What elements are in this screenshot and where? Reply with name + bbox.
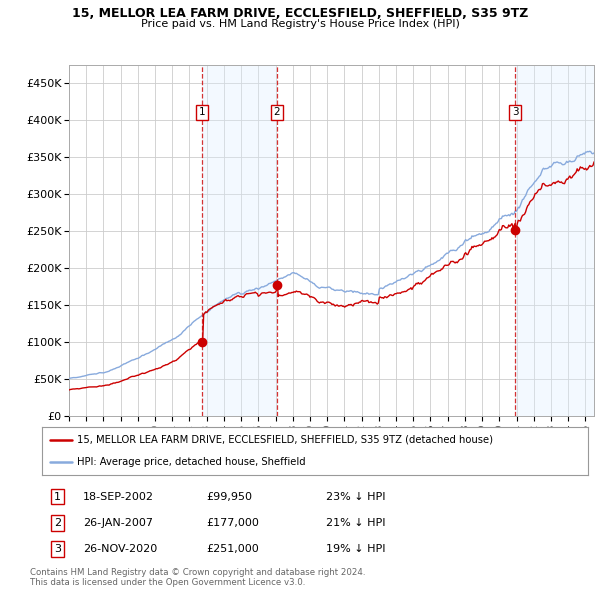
Bar (202, 65, 277, 416)
Text: 2: 2 (54, 518, 61, 527)
Text: 2: 2 (274, 107, 280, 117)
Text: 3: 3 (54, 544, 61, 554)
Text: 23% ↓ HPI: 23% ↓ HPI (326, 491, 385, 502)
Text: Price paid vs. HM Land Registry's House Price Index (HPI): Price paid vs. HM Land Registry's House … (140, 19, 460, 30)
Text: Contains HM Land Registry data © Crown copyright and database right 2024.
This d: Contains HM Land Registry data © Crown c… (30, 568, 365, 587)
Bar (515, 65, 594, 416)
Text: 19% ↓ HPI: 19% ↓ HPI (326, 544, 385, 554)
Text: £99,950: £99,950 (206, 491, 252, 502)
Text: £251,000: £251,000 (206, 544, 259, 554)
Text: 15, MELLOR LEA FARM DRIVE, ECCLESFIELD, SHEFFIELD, S35 9TZ: 15, MELLOR LEA FARM DRIVE, ECCLESFIELD, … (72, 7, 528, 20)
Text: HPI: Average price, detached house, Sheffield: HPI: Average price, detached house, Shef… (77, 457, 306, 467)
Text: 1: 1 (54, 491, 61, 502)
Text: 3: 3 (512, 107, 518, 117)
Text: 26-NOV-2020: 26-NOV-2020 (83, 544, 157, 554)
Text: 18-SEP-2002: 18-SEP-2002 (83, 491, 154, 502)
Text: 21% ↓ HPI: 21% ↓ HPI (326, 518, 385, 527)
Text: 1: 1 (199, 107, 205, 117)
Text: £177,000: £177,000 (206, 518, 259, 527)
Text: 26-JAN-2007: 26-JAN-2007 (83, 518, 153, 527)
Text: 15, MELLOR LEA FARM DRIVE, ECCLESFIELD, SHEFFIELD, S35 9TZ (detached house): 15, MELLOR LEA FARM DRIVE, ECCLESFIELD, … (77, 435, 493, 445)
